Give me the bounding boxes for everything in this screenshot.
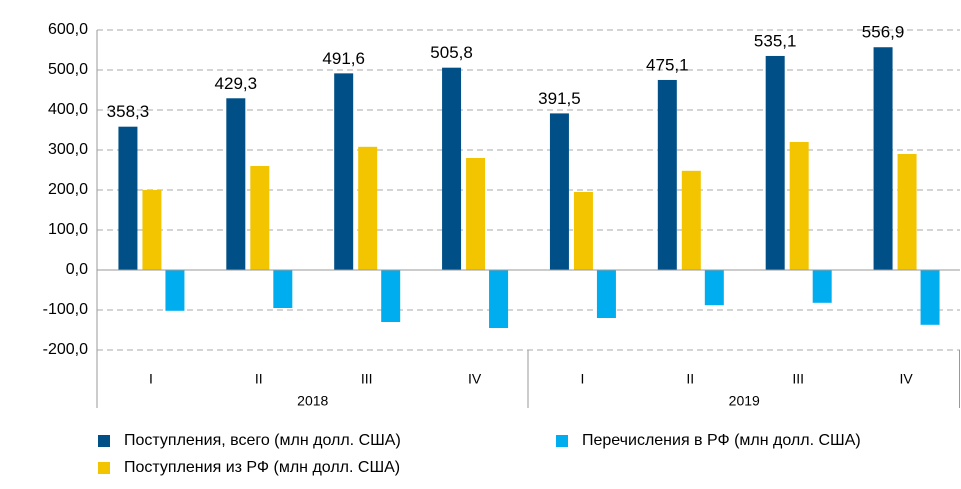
y-tick-label: 100,0 xyxy=(48,221,88,238)
data-label: 475,1 xyxy=(646,55,689,74)
x-tick-label: IV xyxy=(468,371,482,387)
x-tick-label: I xyxy=(149,371,153,387)
legend-swatch xyxy=(98,462,110,474)
legend-swatch xyxy=(556,435,568,447)
bar xyxy=(142,190,162,270)
bar xyxy=(681,170,701,270)
legend-label: Перечисления в РФ (млн долл. США) xyxy=(582,432,861,449)
x-tick-label: IV xyxy=(899,371,913,387)
data-label: 491,6 xyxy=(322,49,365,68)
data-label: 556,9 xyxy=(862,23,905,42)
x-tick-label: III xyxy=(792,371,804,387)
y-tick-label: 300,0 xyxy=(48,141,88,158)
x-tick-label: II xyxy=(255,371,263,387)
bar xyxy=(358,146,378,270)
y-tick-label: 600,0 xyxy=(48,21,88,38)
y-tick-label: 500,0 xyxy=(48,61,88,78)
bar xyxy=(165,270,185,311)
bar xyxy=(442,67,462,271)
data-label: 429,3 xyxy=(215,74,258,93)
bar xyxy=(549,113,569,271)
x-group-label: 2019 xyxy=(729,393,760,409)
y-tick-label: 0,0 xyxy=(66,261,88,278)
bar xyxy=(573,192,593,270)
bar xyxy=(704,270,724,306)
bar xyxy=(920,270,940,325)
data-label: 505,8 xyxy=(430,43,473,62)
y-tick-label: -100,0 xyxy=(43,301,88,318)
x-tick-label: II xyxy=(686,371,694,387)
y-tick-label: -200,0 xyxy=(43,341,88,358)
x-tick-label: III xyxy=(361,371,373,387)
bar xyxy=(273,270,293,308)
bar xyxy=(250,166,270,270)
bar xyxy=(897,154,917,270)
bar xyxy=(812,270,832,303)
legend-label: Поступления, всего (млн долл. США) xyxy=(124,432,401,449)
data-label: 358,3 xyxy=(107,102,150,121)
bar xyxy=(596,270,616,318)
data-label: 391,5 xyxy=(538,89,581,108)
bar xyxy=(789,142,809,270)
bar xyxy=(489,270,509,328)
data-label: 535,1 xyxy=(754,31,797,50)
bar xyxy=(118,126,138,271)
y-tick-label: 400,0 xyxy=(48,101,88,118)
x-tick-label: I xyxy=(580,371,584,387)
bar xyxy=(657,79,677,271)
bar xyxy=(226,98,246,270)
bar xyxy=(765,55,785,271)
bar xyxy=(466,158,486,270)
x-group-label: 2018 xyxy=(297,393,328,409)
bar xyxy=(334,73,354,270)
bar xyxy=(873,47,893,270)
legend-label: Поступления из РФ (млн долл. США) xyxy=(124,459,400,476)
legend-swatch xyxy=(98,435,110,447)
bar xyxy=(381,270,401,322)
y-tick-label: 200,0 xyxy=(48,181,88,198)
